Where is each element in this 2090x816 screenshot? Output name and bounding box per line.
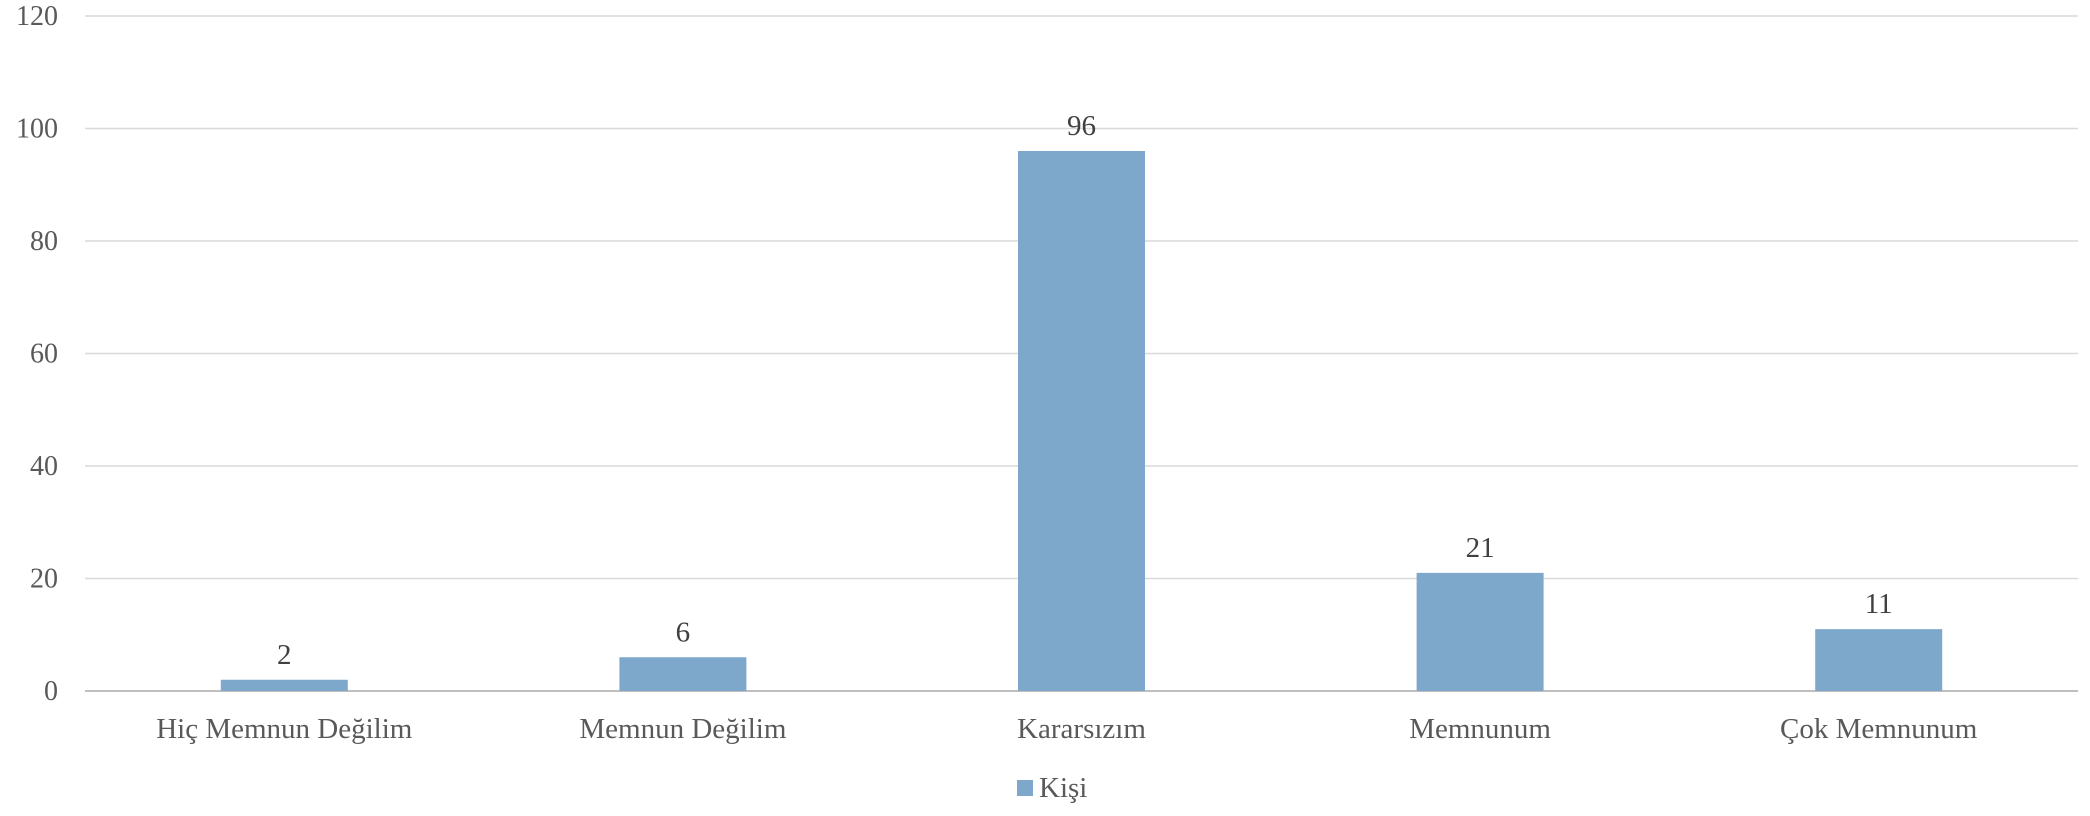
x-axis-tick-labels: Hiç Memnun Değilim Memnun Değilim Kararsız… <box>156 713 1978 745</box>
x-tick-label: Memnunum <box>1409 713 1551 745</box>
legend-label: Kişi <box>1039 772 1087 804</box>
x-tick-label: Çok Memnunum <box>1780 713 1978 745</box>
legend-swatch <box>1017 780 1033 796</box>
data-label: 11 <box>1865 588 1893 620</box>
y-tick-label: 100 <box>16 114 58 145</box>
bar <box>1815 629 1943 691</box>
bar <box>220 679 348 691</box>
bar <box>1416 572 1544 691</box>
y-tick-label: 80 <box>30 226 58 257</box>
bars <box>220 151 1943 691</box>
x-tick-label: Kararsızım <box>1017 713 1146 745</box>
y-tick-label: 20 <box>30 564 58 595</box>
legend: Kişi <box>1017 772 1087 804</box>
data-label: 6 <box>676 616 691 648</box>
y-tick-label: 40 <box>30 451 58 482</box>
y-tick-label: 0 <box>44 676 58 707</box>
bar <box>1018 151 1145 691</box>
data-label: 2 <box>277 639 292 671</box>
x-tick-label: Memnun Değilim <box>579 713 786 745</box>
y-tick-label: 120 <box>16 1 58 32</box>
x-tick-label: Hiç Memnun Değilim <box>156 713 413 745</box>
y-axis-tick-labels: 0 20 40 60 80 100 120 <box>16 1 58 707</box>
data-labels: 2 6 96 21 11 <box>277 110 1893 671</box>
y-tick-label: 60 <box>30 339 58 370</box>
data-label: 21 <box>1466 532 1495 564</box>
data-label: 96 <box>1067 110 1096 142</box>
bar <box>619 657 747 691</box>
